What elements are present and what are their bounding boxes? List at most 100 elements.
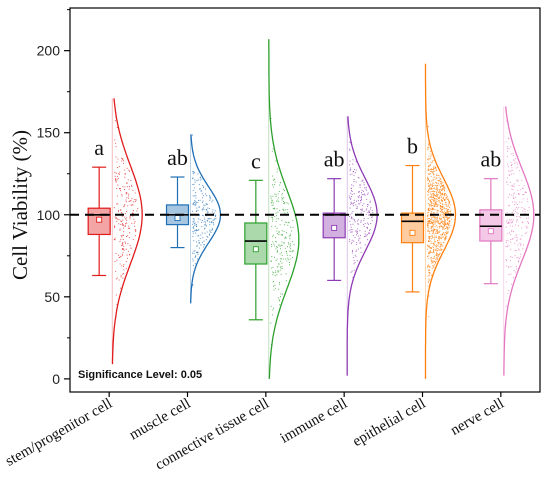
data-point [429, 204, 431, 206]
data-point [525, 192, 527, 194]
data-point [292, 257, 294, 259]
data-point [427, 178, 429, 180]
data-point [368, 210, 370, 212]
data-point [286, 246, 289, 248]
data-point [287, 259, 289, 261]
data-point [288, 235, 290, 237]
data-point [194, 192, 197, 194]
data-point [427, 220, 429, 222]
data-point [289, 235, 291, 237]
data-point [513, 270, 515, 272]
data-point [116, 220, 118, 222]
data-point [438, 204, 440, 206]
data-point [442, 204, 444, 206]
data-point [527, 210, 529, 212]
data-point [439, 227, 441, 229]
data-point [442, 236, 444, 238]
data-point [366, 239, 369, 241]
data-point [122, 242, 124, 244]
data-point [511, 167, 513, 169]
data-point [115, 178, 117, 180]
data-point [438, 231, 441, 233]
data-point [512, 195, 514, 197]
data-point [278, 263, 280, 265]
data-point [120, 276, 122, 278]
data-point [431, 216, 433, 218]
data-point [368, 214, 370, 216]
data-point [276, 258, 278, 260]
data-point [522, 247, 524, 249]
data-point [359, 184, 361, 186]
data-point [434, 240, 436, 242]
data-point [114, 225, 116, 227]
data-point [200, 190, 202, 192]
data-point [119, 228, 121, 230]
data-point [442, 194, 444, 196]
data-point [507, 156, 509, 158]
data-point [445, 236, 447, 238]
data-point [520, 243, 522, 245]
data-point [437, 190, 439, 192]
data-point [447, 195, 449, 198]
data-point [199, 179, 201, 181]
data-point [281, 241, 283, 243]
data-point [366, 198, 368, 201]
data-point [291, 230, 293, 232]
data-point [129, 245, 131, 247]
data-point [430, 243, 432, 245]
data-point [508, 170, 510, 172]
data-point [193, 171, 195, 173]
data-point [438, 200, 440, 202]
data-point [349, 160, 351, 162]
data-point [129, 200, 131, 202]
data-point [276, 274, 278, 276]
data-point [276, 208, 278, 210]
data-point [429, 209, 431, 211]
data-point [124, 241, 126, 243]
data-point [515, 158, 517, 160]
data-point [271, 175, 274, 177]
data-point [193, 240, 195, 242]
data-point [438, 190, 440, 193]
data-point [432, 204, 434, 206]
data-point [193, 250, 195, 252]
data-point [430, 196, 432, 198]
plot-frame [69, 7, 541, 393]
data-point [115, 294, 117, 296]
data-point [122, 265, 125, 267]
data-point [449, 220, 451, 222]
data-point [516, 239, 518, 241]
data-point [508, 148, 510, 150]
data-point [434, 209, 436, 211]
data-point [430, 191, 432, 193]
data-point [115, 180, 117, 182]
data-point [431, 154, 433, 156]
data-point [436, 195, 438, 198]
data-point [520, 253, 522, 255]
data-point [363, 184, 365, 186]
data-point [192, 232, 194, 234]
data-point [428, 240, 431, 242]
data-point [198, 206, 200, 208]
data-point [429, 247, 431, 249]
data-point [435, 202, 437, 204]
data-point [445, 234, 447, 236]
data-point [350, 187, 353, 189]
data-point [518, 258, 521, 260]
data-point [277, 193, 279, 195]
data-point [209, 197, 211, 199]
data-point [122, 238, 124, 240]
data-point [428, 278, 430, 280]
data-point [436, 188, 438, 190]
data-point [209, 230, 211, 232]
data-point [360, 247, 362, 249]
data-point [514, 162, 516, 164]
data-point [351, 216, 353, 218]
data-point [134, 192, 136, 194]
data-point [354, 172, 356, 174]
data-point [431, 232, 434, 234]
data-point [192, 264, 195, 267]
data-point [449, 223, 451, 225]
data-point [116, 259, 118, 261]
data-point [350, 243, 352, 245]
